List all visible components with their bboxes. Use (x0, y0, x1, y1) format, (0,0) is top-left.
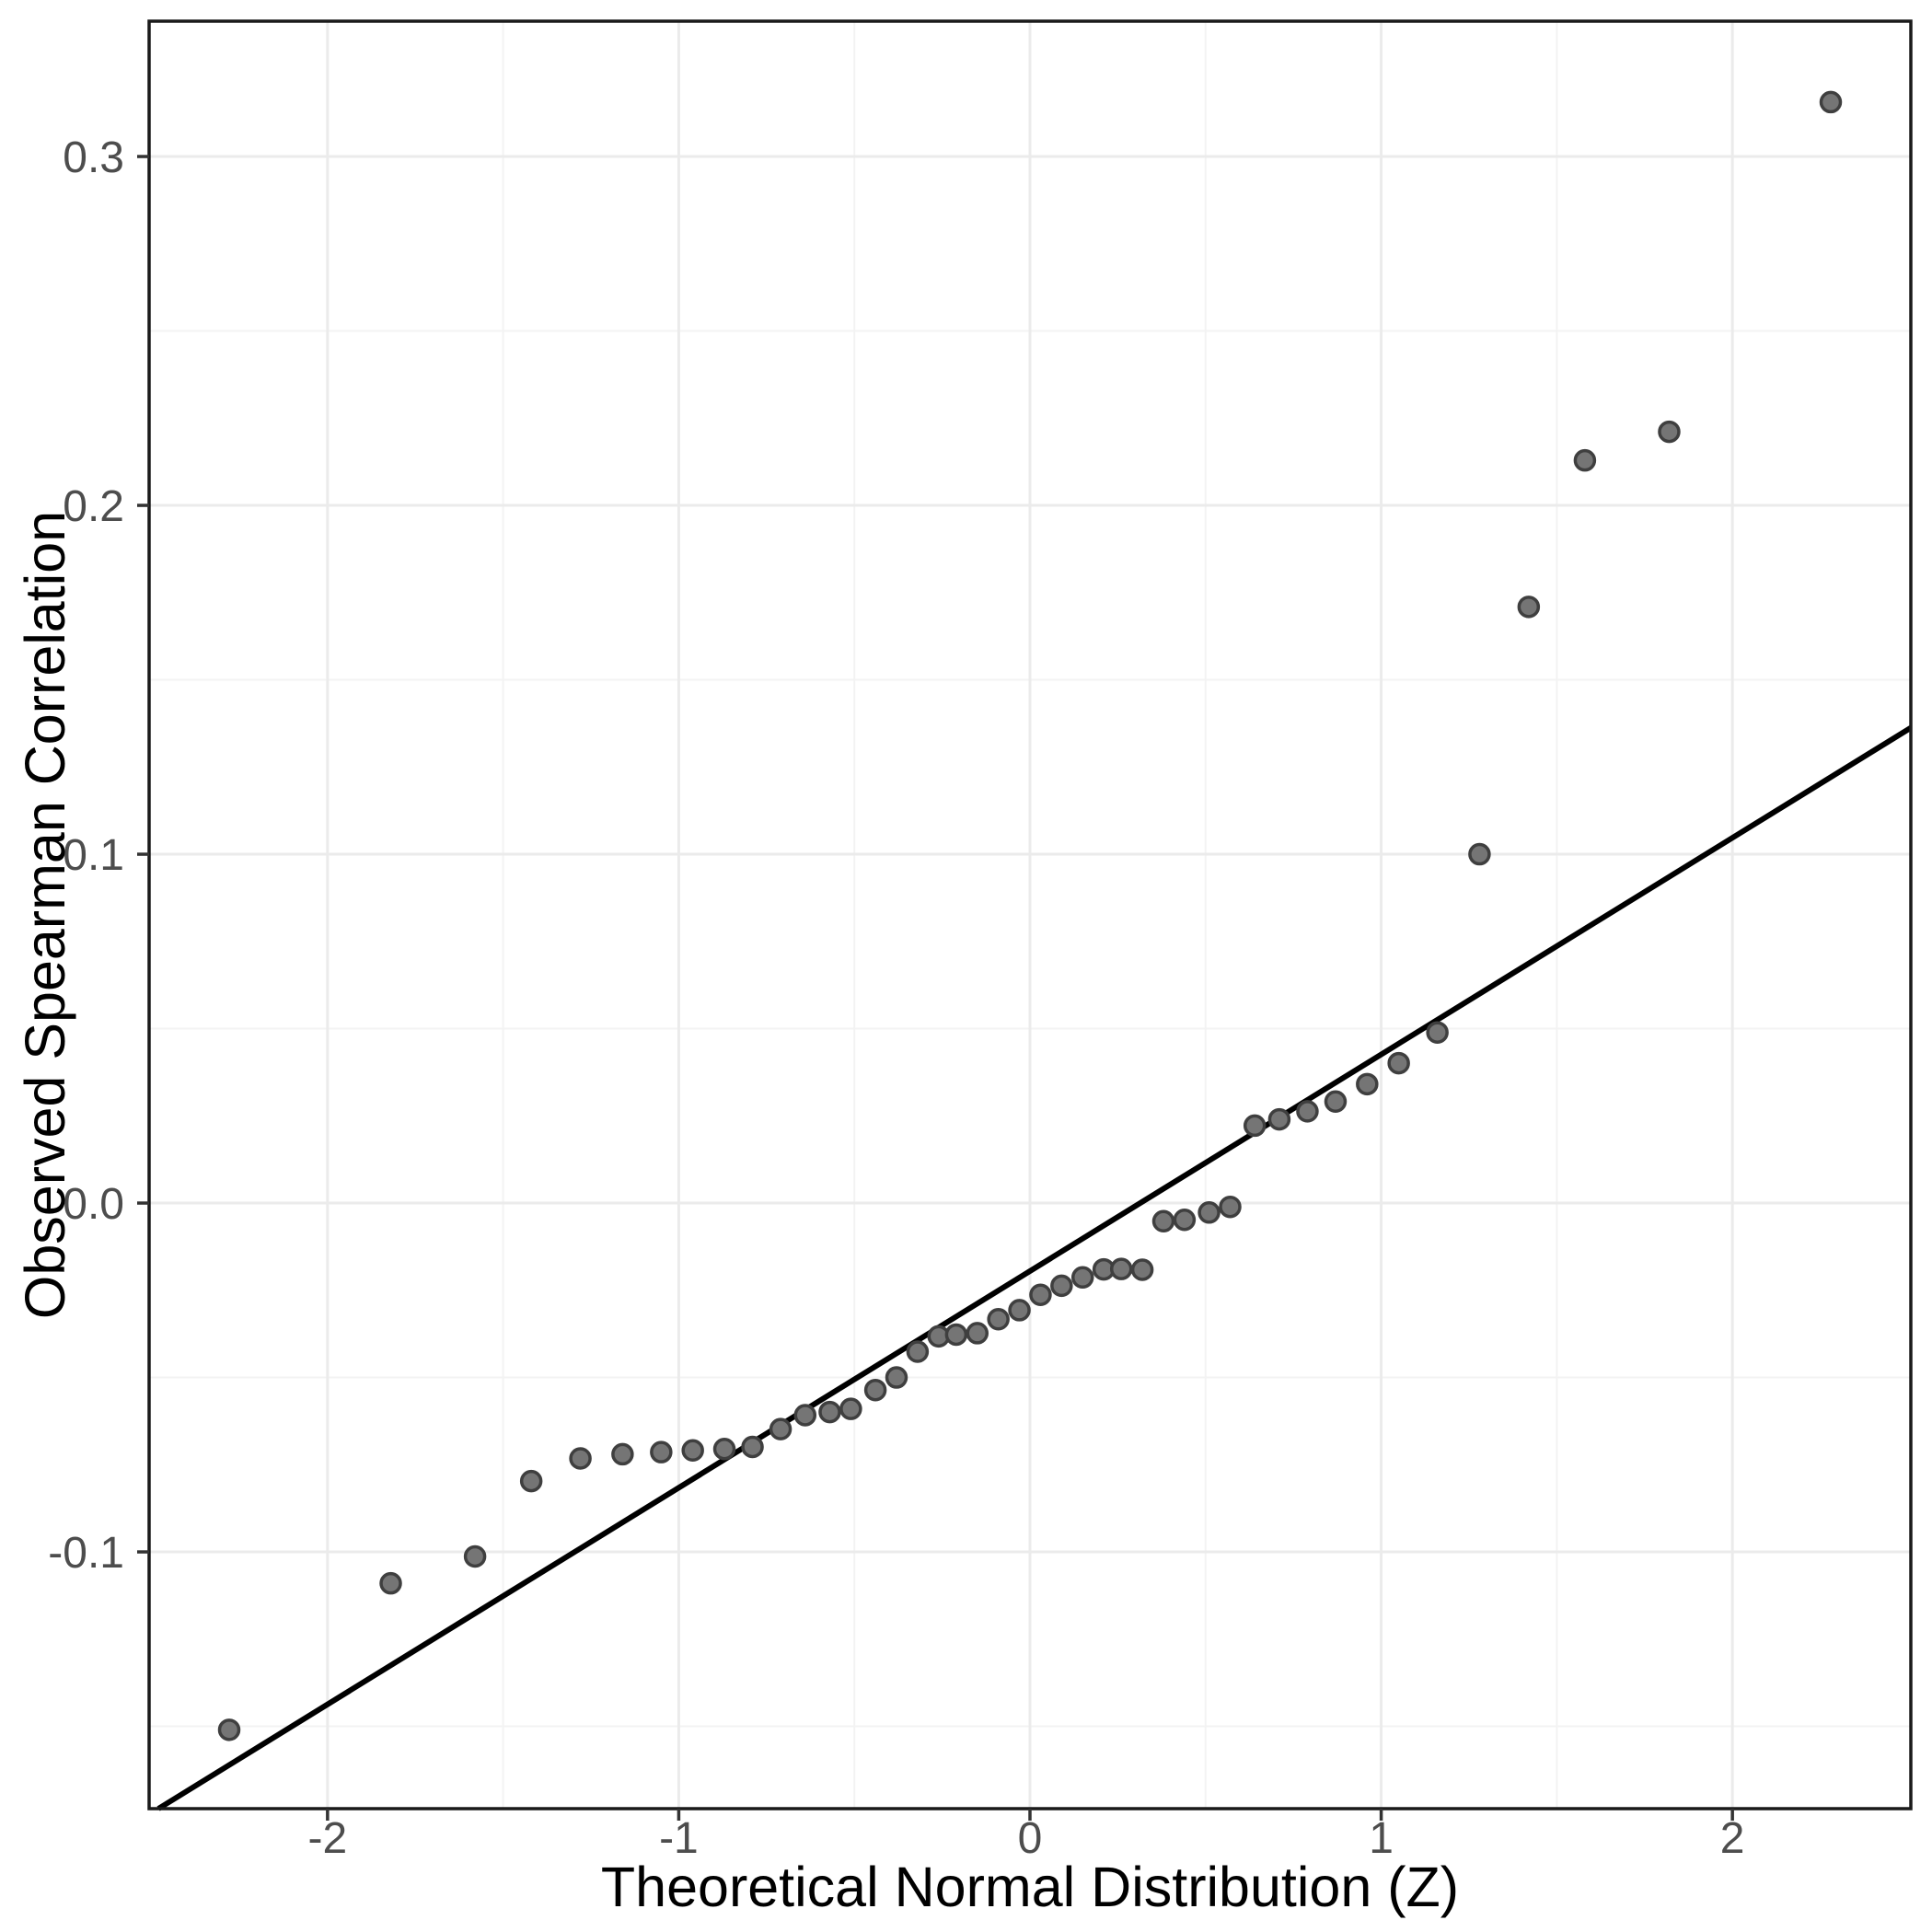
data-point (966, 1322, 989, 1345)
data-point (611, 1442, 634, 1466)
data-point (906, 1340, 930, 1363)
x-axis-title: Theoretical Normal Distribution (Z) (601, 1856, 1459, 1918)
x-tick-label: 1 (1369, 1814, 1394, 1863)
data-point (1296, 1100, 1319, 1123)
data-point (987, 1308, 1010, 1331)
reference-line-layer (156, 725, 1913, 1811)
data-point (1573, 448, 1597, 472)
data-point (1324, 1090, 1348, 1114)
x-tick-label: 0 (1018, 1814, 1043, 1863)
data-point (1426, 1021, 1449, 1044)
data-point (1109, 1257, 1133, 1280)
x-tick-label: -2 (307, 1814, 347, 1863)
data-point (769, 1417, 792, 1440)
data-point (1387, 1051, 1410, 1075)
data-point (1173, 1208, 1197, 1232)
data-point (650, 1440, 673, 1463)
gridlines-major (149, 21, 1911, 1809)
data-point (839, 1397, 862, 1420)
qq-reference-line (156, 725, 1913, 1811)
data-point (944, 1323, 968, 1347)
data-point (1219, 1195, 1242, 1219)
y-tick-label: 0.3 (63, 133, 124, 182)
data-point (863, 1378, 887, 1402)
y-tick-label: 0.1 (63, 831, 124, 880)
data-point (519, 1469, 543, 1493)
y-axis-title: Observed Spearman Correlation (14, 511, 76, 1319)
data-point (885, 1366, 908, 1389)
data-point (569, 1447, 592, 1470)
x-tick-label: -1 (659, 1814, 699, 1863)
data-point (1050, 1274, 1073, 1298)
data-point (1243, 1114, 1267, 1138)
data-point (1356, 1072, 1379, 1096)
data-point (1468, 842, 1491, 866)
y-tick-label: -0.1 (48, 1529, 124, 1578)
axis-tick-labels: -2 -1 0 1 2 -0.1 0.0 0.1 0.2 0.3 (48, 133, 1744, 1863)
data-point (1070, 1266, 1094, 1290)
data-point (1151, 1209, 1175, 1233)
data-point (1658, 420, 1681, 444)
data-point (1130, 1258, 1154, 1281)
data-point (217, 1718, 241, 1741)
data-points-layer (217, 90, 1843, 1741)
data-point (712, 1438, 736, 1461)
data-point (463, 1544, 487, 1568)
data-point (818, 1400, 841, 1424)
data-point (1267, 1107, 1291, 1131)
axis-ticks (137, 155, 1734, 1821)
data-point (1029, 1283, 1052, 1306)
x-tick-label: 2 (1720, 1814, 1745, 1863)
data-point (379, 1571, 402, 1595)
data-point (793, 1404, 817, 1427)
y-tick-label: 0.2 (63, 482, 124, 531)
data-point (681, 1439, 704, 1463)
data-point (1819, 90, 1843, 114)
y-tick-label: 0.0 (63, 1180, 124, 1229)
data-point (1008, 1299, 1031, 1322)
data-point (741, 1435, 764, 1459)
data-point (1517, 596, 1541, 619)
data-point (1197, 1201, 1221, 1224)
